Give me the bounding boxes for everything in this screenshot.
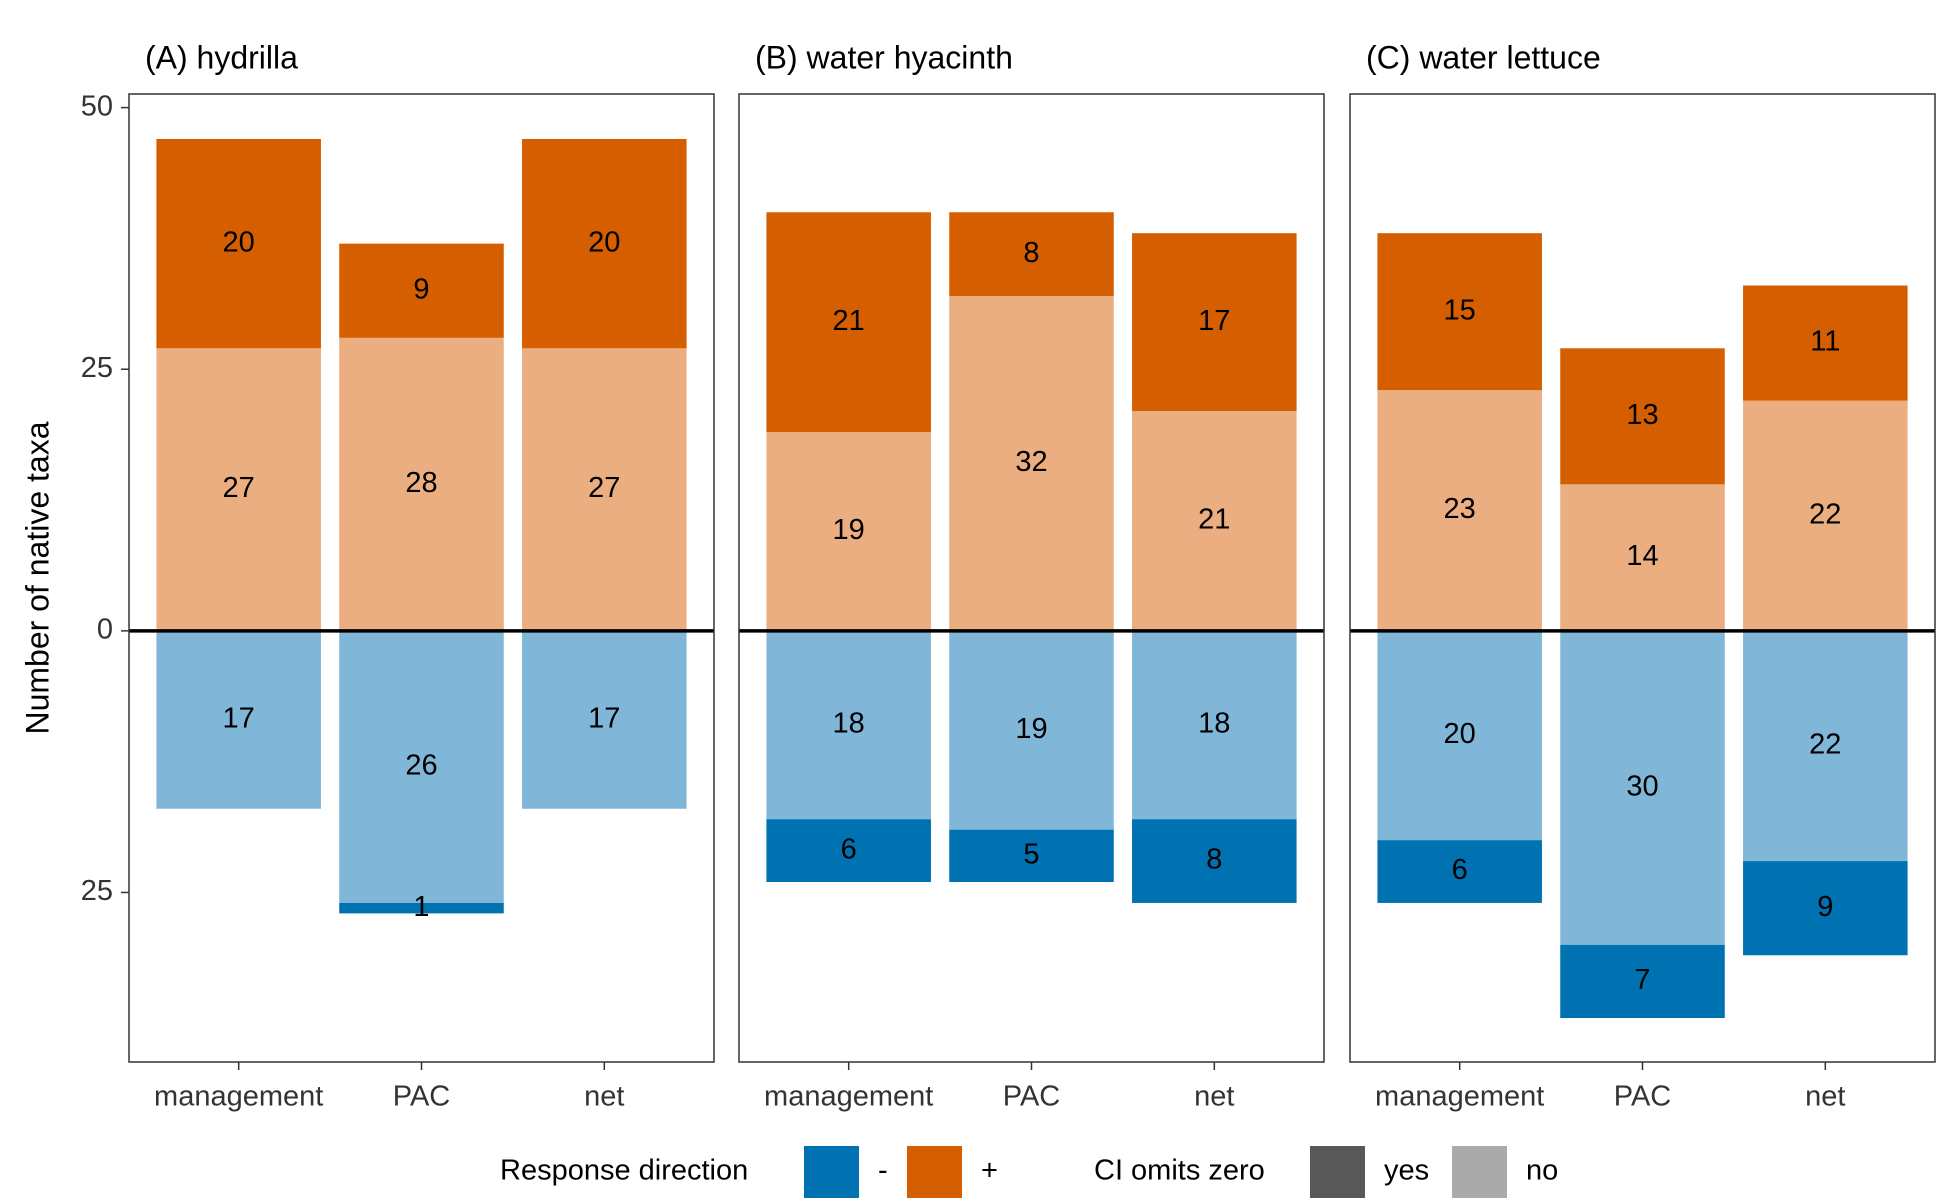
data-label: 18 <box>833 708 865 740</box>
data-label: 17 <box>1198 305 1230 337</box>
bar-segment <box>339 337 504 631</box>
data-label: 22 <box>1809 729 1841 761</box>
data-label: 17 <box>223 702 255 734</box>
bar-segment <box>1377 630 1542 841</box>
bar-segment <box>339 243 504 338</box>
bar-segment <box>1377 390 1542 631</box>
x-tick-label: management <box>1375 1081 1544 1113</box>
x-tick-label: management <box>764 1081 933 1113</box>
data-label: 22 <box>1809 498 1841 530</box>
data-label: 20 <box>1444 718 1476 750</box>
y-tick-label: 25 <box>81 875 113 907</box>
data-label: 27 <box>588 472 620 504</box>
legend-title: Response direction <box>500 1155 748 1187</box>
panel-title: (A) hydrilla <box>145 39 298 75</box>
data-label: 21 <box>1198 504 1230 536</box>
data-label: 23 <box>1444 493 1476 525</box>
bar-segment <box>949 295 1114 631</box>
bar-segment <box>522 348 687 631</box>
data-label: 13 <box>1626 399 1658 431</box>
bar-segment <box>339 630 504 903</box>
data-label: 15 <box>1444 294 1476 326</box>
legend-label: + <box>981 1155 998 1187</box>
bar-segment <box>1132 233 1297 412</box>
bar-segment <box>156 630 321 809</box>
data-label: 30 <box>1626 770 1658 802</box>
bar-segment <box>156 348 321 631</box>
legend-swatch <box>1310 1146 1365 1198</box>
data-label: 6 <box>841 833 857 865</box>
data-label: 20 <box>223 226 255 258</box>
x-tick-label: net <box>1194 1081 1234 1113</box>
data-label: 9 <box>1817 891 1833 923</box>
bar-segment <box>1377 233 1542 391</box>
bar-segment <box>1743 861 1908 956</box>
data-label: 11 <box>1810 326 1840 358</box>
panel-title: (C) water lettuce <box>1366 39 1601 75</box>
data-label: 27 <box>223 472 255 504</box>
legend-swatch <box>804 1146 859 1198</box>
data-label: 19 <box>1015 713 1047 745</box>
bar-segment <box>1377 840 1542 903</box>
legend-swatch <box>1452 1146 1507 1198</box>
bar-segment <box>1560 630 1725 945</box>
data-label: 6 <box>1452 854 1468 886</box>
bar-segment <box>156 138 321 349</box>
bar-segment <box>522 630 687 809</box>
data-label: 9 <box>413 273 429 305</box>
data-label: 26 <box>405 750 437 782</box>
y-tick-label: 25 <box>81 352 113 384</box>
y-axis-title: Number of native taxa <box>19 421 55 734</box>
x-tick-label: PAC <box>1003 1081 1060 1113</box>
x-tick-label: net <box>584 1081 624 1113</box>
bar-segment <box>1132 411 1297 631</box>
panel-title: (B) water hyacinth <box>755 39 1013 75</box>
bar-segment <box>766 432 931 631</box>
bar-segment <box>522 138 687 349</box>
bar-segment <box>1743 285 1908 401</box>
data-label: 28 <box>405 467 437 499</box>
bar-segment <box>766 819 931 883</box>
bar-segment <box>1132 630 1297 820</box>
bar-segment <box>766 630 931 820</box>
data-label: 17 <box>588 702 620 734</box>
bar-segment <box>949 630 1114 830</box>
bar-segment <box>1560 348 1725 485</box>
data-label: 7 <box>1634 964 1650 996</box>
legend-title: CI omits zero <box>1094 1155 1265 1187</box>
y-tick-label: 0 <box>97 614 113 646</box>
data-label: 14 <box>1626 540 1658 572</box>
bar-segment <box>766 212 931 433</box>
bar-segment <box>1560 484 1725 631</box>
data-label: 8 <box>1206 844 1222 876</box>
legend-label: no <box>1526 1155 1558 1187</box>
bar-segment <box>949 212 1114 296</box>
x-tick-label: net <box>1805 1081 1845 1113</box>
data-label: 20 <box>588 226 620 258</box>
legend-label: yes <box>1384 1155 1429 1187</box>
data-label: 5 <box>1023 838 1039 870</box>
data-label: 8 <box>1023 237 1039 269</box>
data-label: 1 <box>413 891 429 923</box>
legend-swatch <box>907 1146 962 1198</box>
bar-segment <box>1132 819 1297 903</box>
bar-segment <box>1560 944 1725 1019</box>
bar-segment <box>949 829 1114 883</box>
data-label: 18 <box>1198 708 1230 740</box>
x-tick-label: PAC <box>1614 1081 1671 1113</box>
y-tick-label: 50 <box>81 90 113 122</box>
bar-segment <box>1743 630 1908 862</box>
bar-segment <box>339 902 504 914</box>
data-label: 32 <box>1015 446 1047 478</box>
data-label: 19 <box>833 514 865 546</box>
legend-label: - <box>878 1155 888 1187</box>
bar-segment <box>1743 400 1908 631</box>
data-label: 21 <box>833 305 865 337</box>
x-tick-label: PAC <box>393 1081 450 1113</box>
x-tick-label: management <box>154 1081 323 1113</box>
